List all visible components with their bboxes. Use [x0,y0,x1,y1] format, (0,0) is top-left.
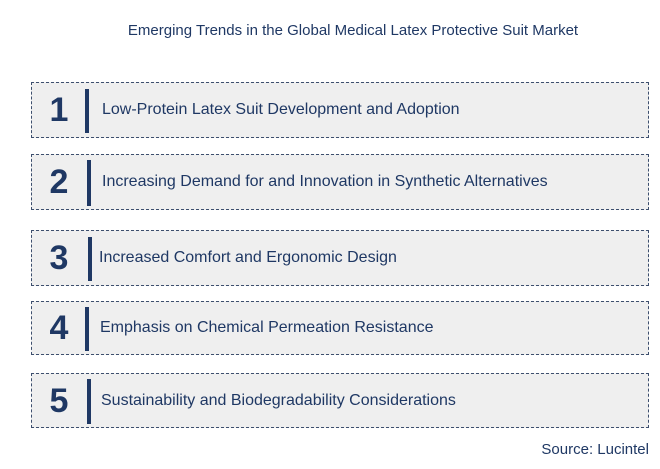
trend-label: Increasing Demand for and Innovation in … [102,173,548,190]
page-title: Emerging Trends in the Global Medical La… [127,22,579,39]
trend-box-3: 3 Increased Comfort and Ergonomic Design [31,230,649,286]
trend-label: Low-Protein Latex Suit Development and A… [102,101,460,118]
trend-number: 2 [49,163,69,201]
trend-number: 3 [49,239,69,277]
trend-box-2: 2 Increasing Demand for and Innovation i… [31,154,649,210]
trend-box-1: 1 Low-Protein Latex Suit Development and… [31,82,649,138]
trend-divider [87,160,91,206]
trend-divider [85,307,89,351]
trend-label: Emphasis on Chemical Permeation Resistan… [100,319,434,336]
trend-number: 4 [49,309,69,347]
trend-label: Increased Comfort and Ergonomic Design [99,249,397,266]
trend-divider [85,89,89,133]
trend-box-4: 4 Emphasis on Chemical Permeation Resist… [31,301,649,355]
trend-number: 5 [49,381,69,420]
trend-label: Sustainability and Biodegradability Cons… [101,391,456,409]
trend-divider [88,237,92,281]
trend-number: 1 [49,91,69,129]
trend-divider [87,379,91,424]
source-credit: Source: Lucintel [541,441,649,458]
trend-box-5: 5 Sustainability and Biodegradability Co… [31,373,649,428]
